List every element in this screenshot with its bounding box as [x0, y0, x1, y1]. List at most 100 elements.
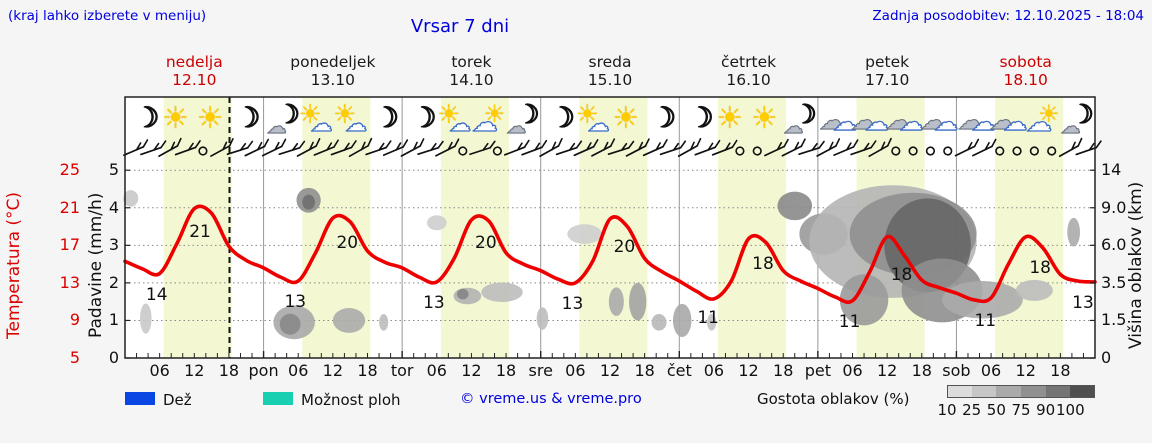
day-header-sreda: sreda 15.10	[541, 53, 679, 89]
cloud-blob	[1015, 279, 1053, 301]
cloud-blob	[651, 314, 667, 331]
x-hour-label: 06	[426, 361, 447, 380]
colorbar-scale-label: 75	[1011, 401, 1031, 419]
wind-calm-icon	[1047, 146, 1057, 156]
cloud-glyph: ☁	[266, 114, 287, 138]
day-header-sobota: sobota 18.10	[957, 53, 1095, 89]
x-hour-label: 06	[703, 361, 725, 380]
cloud-blob	[456, 288, 469, 300]
day-date: 18.10	[1003, 71, 1048, 89]
moon-glyph: ☽	[549, 101, 576, 134]
cloud-height-tick-label: 0	[1101, 348, 1112, 367]
cloud-blob	[777, 191, 813, 221]
colorbar-cell	[947, 385, 972, 398]
daylight-band	[717, 97, 787, 358]
moon-icon: ☽	[366, 100, 404, 138]
daylight-band	[440, 97, 509, 358]
cloud-blob	[707, 314, 717, 331]
cloud-density-legend-label: Gostota oblakov (%)	[757, 390, 910, 408]
wind-barb-icon	[365, 140, 392, 156]
wind-barb-icon	[504, 139, 530, 156]
x-hour-label: 18	[911, 361, 932, 380]
x-day-label: sob	[942, 361, 971, 380]
temp-value-label: 13	[284, 292, 307, 313]
x-day-label: tor	[390, 361, 414, 380]
cloud-back-glyph: ☁	[885, 106, 912, 136]
x-day-label: pon	[248, 361, 279, 380]
precip-tick-label: 1	[108, 310, 119, 330]
cloud-icon: ☁ ☁	[850, 100, 889, 138]
cloud-blob	[629, 282, 647, 321]
temp-tick-label: 13	[59, 272, 80, 292]
wind-barb-icon	[781, 138, 806, 157]
moon-glyph: ☽	[650, 101, 677, 134]
sun-glyph: ☀	[483, 100, 506, 128]
wind-barb-icon	[158, 137, 182, 158]
wind-barb-icon	[296, 138, 321, 157]
moon-glyph: ☽	[1070, 100, 1095, 130]
day-name: sreda	[588, 53, 632, 71]
sun-cloud-icon: ☀ ☁	[435, 100, 473, 138]
moon-icon: ☽	[680, 100, 718, 138]
day-header-četrtek: četrtek 16.10	[680, 53, 818, 89]
showers-legend-label: Možnost ploh	[301, 391, 401, 409]
x-hour-label: 12	[876, 361, 898, 380]
x-hour-label: 12	[184, 361, 205, 380]
x-hour-label: 06	[842, 361, 863, 380]
moon-icon: ☽	[643, 100, 681, 138]
day-header-torek: torek 14.10	[402, 53, 540, 89]
colorbar-cell	[1070, 385, 1095, 398]
cloud-front-glyph: ☁	[971, 108, 996, 136]
cloud-front-glyph: ☁	[864, 108, 889, 136]
sun-glyph: ☀	[612, 101, 640, 136]
x-hour-label: 06	[149, 361, 170, 380]
x-hour-label: 18	[773, 361, 794, 380]
wind-barb-icon	[244, 138, 270, 157]
colorbar-scale-label: 90	[1036, 401, 1056, 419]
wind-barb-icon	[123, 139, 149, 157]
cloud-blob	[567, 224, 602, 244]
copyright-link[interactable]: © vreme.us & vreme.pro	[460, 391, 642, 407]
last-update-text: Zadnja posodobitev: 12.10.2025 - 18:04	[872, 8, 1144, 24]
cloud-height-tick-label: 3.5	[1101, 272, 1127, 292]
wind-calm-icon	[458, 146, 468, 156]
wind-barb-icon	[972, 138, 997, 157]
cloud-blob	[481, 282, 523, 303]
wind-barb-icon	[469, 140, 496, 156]
cloud-icon: ☁ ☁	[957, 100, 996, 138]
rain-legend-swatch	[125, 392, 155, 405]
cloud-height-tick-label: 6.0	[1101, 235, 1127, 255]
x-hour-label: 06	[565, 361, 586, 380]
cloud-icon: ☁ ☁	[885, 100, 924, 138]
wind-barb-icon	[435, 138, 460, 157]
wind-calm-icon	[943, 146, 953, 156]
moon-icon: ☽	[542, 100, 580, 138]
day-header-ponedeljek: ponedeljek 13.10	[264, 53, 402, 89]
wind-barb-icon	[868, 137, 892, 158]
wind-calm-icon	[925, 146, 936, 156]
temp-value-label: 13	[561, 294, 584, 315]
wind-barb-icon	[278, 140, 306, 156]
colorbar-cell	[1021, 385, 1046, 398]
precip-tick-label: 4	[108, 197, 119, 217]
wind-barb-icon	[764, 138, 789, 157]
sun-cloud-icon: ☀ ☁	[297, 100, 335, 138]
day-name: petek	[865, 53, 910, 71]
colorbar-cell	[1045, 385, 1071, 398]
moon-cloud-icon: ☽ ☁	[265, 100, 303, 138]
moon-cloud-icon: ☽ ☁	[504, 100, 542, 138]
wind-calm-icon	[1029, 146, 1039, 156]
wind-barb-icon	[348, 137, 373, 158]
day-name: četrtek	[721, 53, 777, 71]
wind-barb-icon	[1075, 140, 1102, 156]
precip-tick-label: 2	[108, 272, 119, 292]
moon-icon: ☽	[403, 100, 441, 138]
cloud-height-tick-label: 1.5	[1101, 310, 1127, 330]
wind-barb-icon	[711, 139, 738, 156]
cloud-sun-icon: ☀ ☁	[1024, 100, 1062, 138]
wind-barb-icon	[833, 139, 859, 156]
wind-barb-icon	[382, 139, 409, 156]
day-date: 14.10	[449, 71, 494, 89]
cloud-height-tick-label: 9.0	[1101, 197, 1127, 217]
